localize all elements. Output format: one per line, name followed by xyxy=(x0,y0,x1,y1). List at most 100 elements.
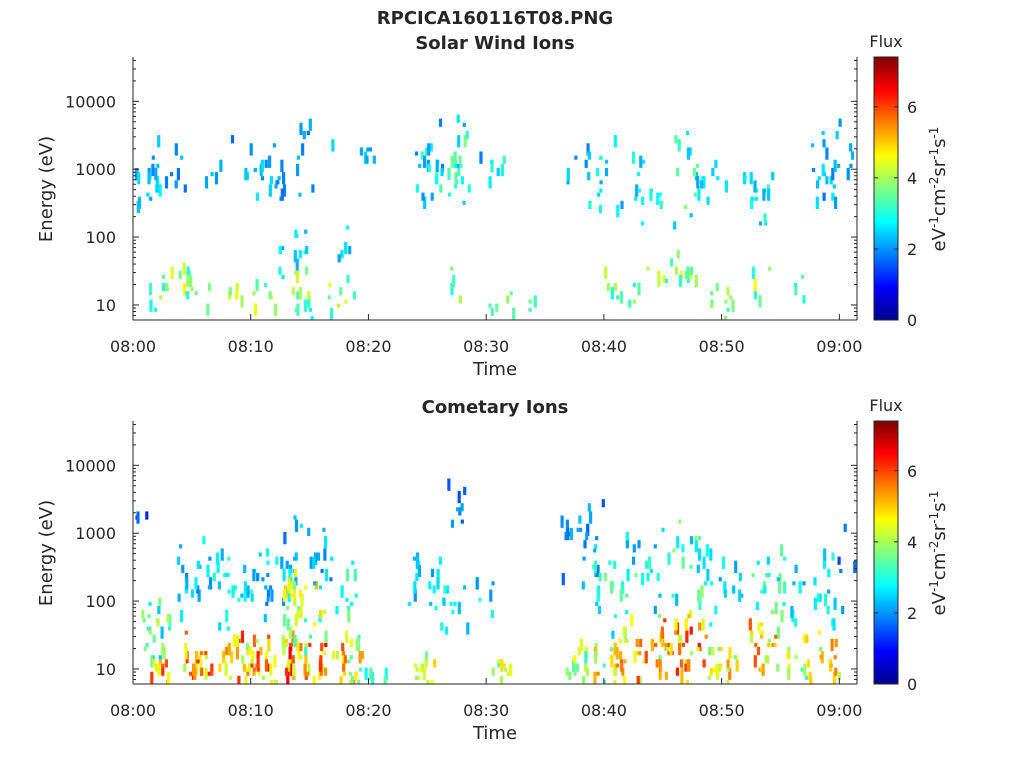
heatmap-cell xyxy=(584,651,588,664)
heatmap-cell xyxy=(296,155,300,160)
heatmap-cell xyxy=(620,663,624,672)
y-tick-label: 10000 xyxy=(65,92,116,111)
heatmap-cell xyxy=(705,544,709,557)
heatmap-cell xyxy=(834,638,838,647)
heatmap-cell xyxy=(831,192,835,201)
heatmap-cell xyxy=(452,274,456,288)
heatmap-cell xyxy=(641,573,645,586)
heatmap-cell xyxy=(413,581,417,594)
heatmap-cell xyxy=(293,515,297,520)
x-tick-label: 08:20 xyxy=(345,337,391,356)
heatmap-cell xyxy=(637,283,641,296)
heatmap-cell xyxy=(462,200,466,205)
heatmap-cell xyxy=(707,675,711,680)
heatmap-cell xyxy=(245,642,250,647)
heatmap-cell xyxy=(802,634,806,643)
heatmap-cell xyxy=(613,283,618,292)
heatmap-cell xyxy=(291,287,295,296)
heatmap-cell xyxy=(718,663,722,672)
heatmap-cell xyxy=(354,671,358,680)
heatmap-cell xyxy=(304,618,308,623)
heatmap-cell xyxy=(304,671,308,680)
heatmap-cell xyxy=(183,184,187,193)
heatmap-cell xyxy=(500,659,504,672)
heatmap-cell xyxy=(583,663,588,672)
heatmap-cell xyxy=(586,667,590,676)
heatmap-cell xyxy=(226,573,230,578)
heatmap-cell xyxy=(638,675,642,684)
heatmap-cell xyxy=(833,655,837,660)
heatmap-cell xyxy=(296,610,300,619)
heatmap-cell xyxy=(264,159,268,168)
heatmap-cell xyxy=(714,159,718,168)
heatmap-cell xyxy=(819,647,823,652)
heatmap-cell xyxy=(293,250,297,263)
heatmap-cell xyxy=(199,651,203,656)
heatmap-cell xyxy=(189,671,193,676)
heatmap-cell xyxy=(252,568,256,582)
heatmap-cell xyxy=(275,180,279,185)
heatmap-cell xyxy=(794,655,798,660)
heatmap-cell xyxy=(802,295,806,304)
heatmap-cell xyxy=(488,303,492,308)
heatmap-cell xyxy=(686,147,690,160)
heatmap-cell xyxy=(449,601,453,606)
heatmap-cell xyxy=(319,655,323,664)
heatmap-cell xyxy=(813,597,817,610)
heatmap-cell xyxy=(257,667,261,676)
heatmap-cell xyxy=(825,176,829,185)
heatmap-cell xyxy=(606,283,610,292)
heatmap-cell xyxy=(197,655,201,660)
heatmap-cell xyxy=(674,618,678,631)
heatmap-cell xyxy=(767,642,771,647)
heatmap-cell xyxy=(761,630,765,635)
heatmap-cell xyxy=(457,168,461,177)
panel-title: Cometary Ions xyxy=(422,397,569,418)
heatmap-cell xyxy=(336,303,340,308)
heatmap-cell xyxy=(458,155,462,164)
heatmap-cell xyxy=(365,155,369,164)
heatmap-cell xyxy=(136,200,140,214)
heatmap-cell xyxy=(243,581,247,594)
heatmap-cell xyxy=(723,581,727,594)
heatmap-cell xyxy=(287,589,291,602)
heatmap-cell xyxy=(415,573,419,582)
heatmap-cell xyxy=(456,507,460,512)
heatmap-cell xyxy=(597,192,601,197)
heatmap-cell xyxy=(635,651,639,656)
heatmap-cell xyxy=(294,519,299,532)
heatmap-cell xyxy=(512,307,516,320)
heatmap-cell xyxy=(711,168,715,177)
heatmap-cell xyxy=(335,605,339,615)
colorbar-tick-label: 0 xyxy=(907,675,917,694)
heatmap-cell xyxy=(343,655,347,664)
heatmap-cell xyxy=(204,667,208,680)
heatmap-cell xyxy=(625,540,629,549)
heatmap-cell xyxy=(676,250,680,259)
heatmap-cell xyxy=(771,172,775,181)
heatmap-cell xyxy=(266,589,270,598)
heatmap-cell xyxy=(156,163,160,168)
heatmap-cell xyxy=(292,671,296,680)
heatmap-cell xyxy=(289,642,293,647)
heatmap-cell xyxy=(147,614,151,619)
heatmap-cell xyxy=(355,638,359,652)
heatmap-cell xyxy=(626,568,630,582)
heatmap-cell xyxy=(658,192,662,197)
heatmap-cell xyxy=(490,159,494,172)
heatmap-cell xyxy=(320,642,324,652)
heatmap-cell xyxy=(322,527,326,532)
heatmap-cell xyxy=(689,536,694,545)
heatmap-cell xyxy=(294,614,298,627)
heatmap-cell xyxy=(280,159,284,172)
heatmap-cell xyxy=(415,667,419,672)
heatmap-cell xyxy=(186,266,190,279)
heatmap-cell xyxy=(608,560,612,565)
heatmap-cell xyxy=(226,626,230,631)
y-axis-label: Energy (eV) xyxy=(36,500,57,606)
heatmap-cell xyxy=(686,266,690,279)
heatmap-cell xyxy=(329,307,334,320)
heatmap-cell xyxy=(349,655,353,660)
heatmap-cell xyxy=(656,573,660,582)
heatmap-cell xyxy=(279,196,283,201)
